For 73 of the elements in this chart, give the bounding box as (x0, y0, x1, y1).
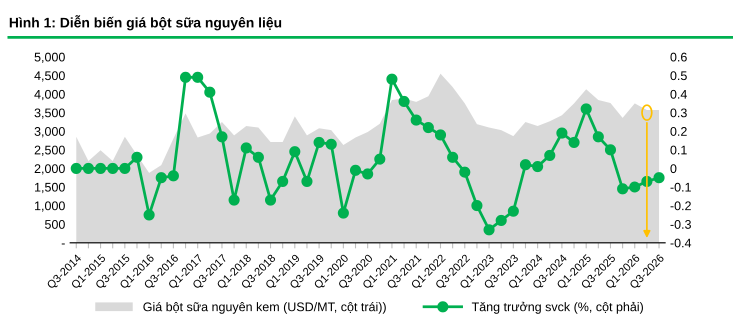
point (410, 114, 422, 126)
point (532, 161, 544, 172)
point (434, 129, 446, 141)
point (168, 170, 179, 182)
point (144, 209, 155, 220)
point (350, 164, 362, 176)
point (653, 172, 665, 184)
point (604, 144, 616, 156)
y2-tick-label: 0.4 (670, 90, 687, 99)
y-tick-label: 1,000 (35, 201, 65, 212)
point (301, 176, 313, 187)
y2-tick-label: 0 (670, 164, 676, 174)
point (228, 194, 240, 206)
point (617, 183, 628, 194)
point (204, 86, 216, 98)
point (592, 131, 604, 142)
point (544, 150, 556, 161)
legend-label: Giá bột sữa nguyên kem (USD/MT, cột trái)) (143, 302, 386, 314)
point (484, 224, 495, 236)
point (264, 194, 276, 206)
y2-tick-label: 0.6 (670, 52, 687, 62)
y-tick-label: 5,000 (34, 52, 65, 64)
point (459, 166, 470, 178)
y2-tick-label: 0.5 (670, 71, 687, 80)
point (398, 96, 410, 108)
y2-tick-label: 0.3 (670, 108, 687, 118)
point (240, 142, 252, 154)
y2-tick-label: -0.2 (670, 201, 691, 210)
y-tick-label: 500 (44, 220, 65, 229)
point (471, 200, 482, 212)
point (568, 136, 580, 148)
point (119, 162, 130, 174)
y-tick-label: 4,000 (34, 90, 65, 100)
point (252, 152, 264, 163)
point (277, 176, 288, 187)
point (107, 162, 118, 174)
point (556, 128, 568, 139)
point (422, 122, 434, 134)
y-tick-label: - (62, 243, 65, 244)
y-tick-label: 4,500 (34, 71, 65, 82)
point (338, 207, 349, 219)
chart-title: Hình 1: Diễn biến giá bột sữa nguyên liệu (10, 15, 282, 30)
y-tick-label: 3,500 (34, 108, 65, 119)
point (70, 162, 82, 174)
point (192, 72, 204, 83)
y2-tick-label: -0.4 (670, 238, 692, 248)
y-tick-label: 3,000 (34, 127, 65, 138)
y-tick-label: 1,500 (35, 182, 65, 194)
point (289, 146, 300, 158)
y2-tick-label: 0.2 (670, 127, 687, 136)
y2-tick-label: 0.1 (670, 146, 687, 154)
point (216, 131, 228, 142)
point (82, 162, 94, 174)
point (326, 138, 337, 150)
y-tick-label: 2,500 (34, 146, 65, 156)
point (314, 136, 325, 148)
y-tick-label: 2,000 (34, 164, 65, 175)
y2-tick-label: -0.1 (670, 182, 691, 192)
point (386, 74, 398, 85)
point (496, 214, 507, 226)
point (374, 154, 386, 165)
point (180, 72, 192, 83)
legend-label: Tăng trưởng svck (%, cột phải) (472, 302, 643, 314)
point (447, 152, 458, 163)
point (508, 206, 519, 217)
point (629, 181, 640, 193)
point (580, 103, 592, 114)
y2-tick-label: -0.3 (670, 220, 691, 229)
point (131, 152, 143, 163)
point (520, 159, 532, 170)
point (156, 172, 167, 184)
point (95, 162, 106, 174)
point (362, 168, 374, 180)
